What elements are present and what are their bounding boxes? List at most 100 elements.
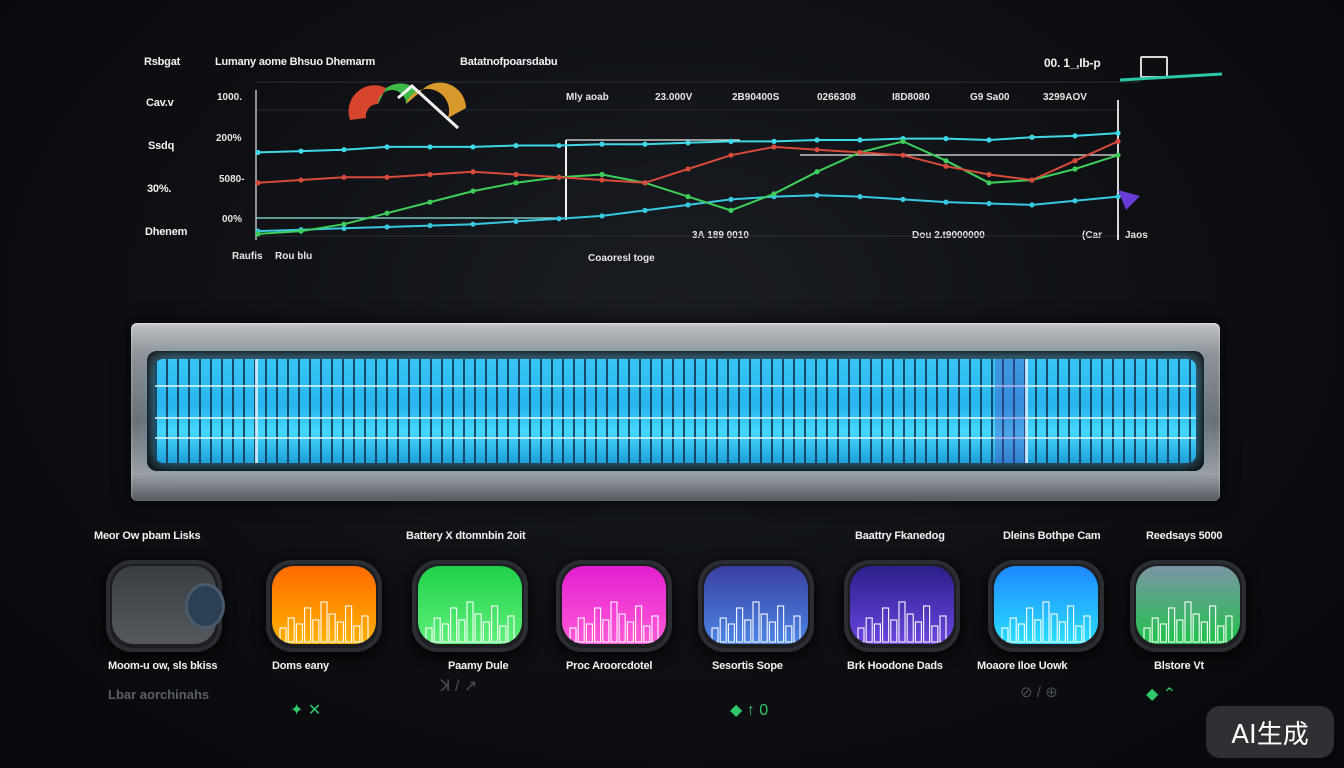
- card-2[interactable]: [266, 560, 382, 652]
- card-4[interactable]: [556, 560, 672, 652]
- top-value-1: Mly aoab: [566, 92, 609, 103]
- data-point: [384, 210, 390, 216]
- data-point: [814, 169, 820, 175]
- diamond-icon-2[interactable]: ◆ ⌃: [1146, 686, 1177, 703]
- chart-header-center: Batatnofpoarsdabu: [460, 56, 558, 68]
- data-point: [900, 196, 906, 202]
- skyline-building: [507, 615, 515, 643]
- data-point: [384, 224, 390, 230]
- card-8[interactable]: [1130, 560, 1246, 652]
- card-6[interactable]: [844, 560, 960, 652]
- skyline-building: [279, 627, 287, 643]
- data-point: [1115, 130, 1121, 136]
- data-point: [943, 158, 949, 164]
- bottom-label-4: Jaos: [1125, 230, 1148, 241]
- skyline-building: [906, 613, 914, 643]
- data-point: [814, 147, 820, 153]
- row-label-1: Cav.v: [146, 97, 174, 109]
- data-point: [384, 144, 390, 150]
- section-label-2: Battery X dtomnbin 2oit: [406, 530, 526, 542]
- data-point: [427, 144, 433, 150]
- data-point: [255, 149, 261, 156]
- skyline-building: [735, 607, 744, 643]
- skyline-building: [353, 625, 361, 643]
- data-point: [685, 166, 691, 172]
- skyline-building: [336, 621, 345, 643]
- skyline-building: [593, 607, 602, 643]
- card-caption-7: Moaore Iloe Uowk: [977, 660, 1068, 672]
- section-label-3: Baattry Fkanedog: [855, 530, 945, 542]
- link-icon[interactable]: ⊘ / ⊕: [1020, 684, 1058, 701]
- data-point: [1029, 134, 1035, 140]
- data-point: [728, 138, 734, 144]
- sparkle-icon[interactable]: ✦ ✕: [290, 702, 322, 719]
- data-point: [986, 137, 992, 143]
- accent-shape: [1118, 190, 1140, 210]
- skyline-building: [634, 605, 643, 643]
- skyline-building: [328, 613, 336, 643]
- skyline-building: [602, 619, 610, 643]
- card-1[interactable]: [106, 560, 222, 652]
- card-screen: [704, 566, 808, 644]
- data-point: [943, 163, 949, 169]
- data-point: [1115, 194, 1121, 200]
- data-point: [642, 141, 648, 147]
- skyline-graphic: [711, 601, 801, 643]
- card-caption-5: Sesortis Sope: [712, 660, 783, 672]
- skyline-graphic: [569, 601, 659, 643]
- card-5[interactable]: [698, 560, 814, 652]
- line-chart: [255, 72, 1223, 240]
- skyline-building: [1025, 607, 1034, 643]
- row-label-3: 30%.: [147, 183, 172, 195]
- data-point: [814, 192, 820, 198]
- data-point: [427, 222, 433, 229]
- card-screen: [562, 566, 666, 644]
- data-point: [857, 149, 863, 156]
- skyline-building: [1184, 601, 1192, 643]
- card-3[interactable]: [412, 560, 528, 652]
- top-value-4: 0266308: [817, 92, 856, 103]
- skyline-building: [939, 615, 947, 643]
- chart-header-left: Rsbgat: [144, 56, 181, 68]
- skyline-building: [474, 613, 482, 643]
- data-point: [771, 138, 777, 144]
- trend-icon[interactable]: ꓘ / ↗: [440, 678, 478, 695]
- data-point: [470, 221, 476, 227]
- skyline-building: [873, 623, 881, 643]
- skyline-building: [425, 627, 433, 643]
- data-point: [728, 196, 734, 202]
- x-label-center: Coaoresl toge: [588, 253, 655, 264]
- data-point: [556, 216, 562, 222]
- card-7[interactable]: [988, 560, 1104, 652]
- data-point: [814, 137, 820, 143]
- card-screen: [418, 566, 522, 644]
- data-point: [513, 218, 519, 225]
- top-value-3: 2B90400S: [732, 92, 780, 103]
- data-point: [556, 142, 562, 149]
- skyline-building: [744, 619, 752, 643]
- chart-header-right: 00. 1_,Ib-p: [1044, 56, 1101, 70]
- skyline-building: [914, 621, 923, 643]
- data-point: [771, 144, 777, 150]
- card-screen: [272, 566, 376, 644]
- data-point: [470, 188, 476, 194]
- skyline-building: [711, 627, 719, 643]
- skyline-building: [458, 619, 466, 643]
- data-point: [642, 180, 648, 186]
- skyline-building: [719, 617, 727, 643]
- battery-panel: [131, 323, 1220, 501]
- skyline-building: [922, 605, 931, 643]
- diamond-icon[interactable]: ◆ ↑ 0: [730, 702, 769, 719]
- data-point: [1072, 166, 1078, 172]
- data-point: [642, 207, 648, 213]
- footer-left-label: Lbar aorchinahs: [108, 687, 210, 702]
- data-point: [685, 202, 691, 208]
- data-point: [943, 199, 949, 205]
- data-point: [728, 207, 734, 213]
- skyline-building: [1176, 619, 1184, 643]
- card-caption-4: Proc Aroorcdotel: [566, 660, 653, 672]
- card-caption-3: Paamy Dule: [448, 660, 509, 672]
- skyline-building: [1225, 615, 1233, 643]
- skyline-building: [433, 617, 441, 643]
- data-point: [599, 177, 605, 183]
